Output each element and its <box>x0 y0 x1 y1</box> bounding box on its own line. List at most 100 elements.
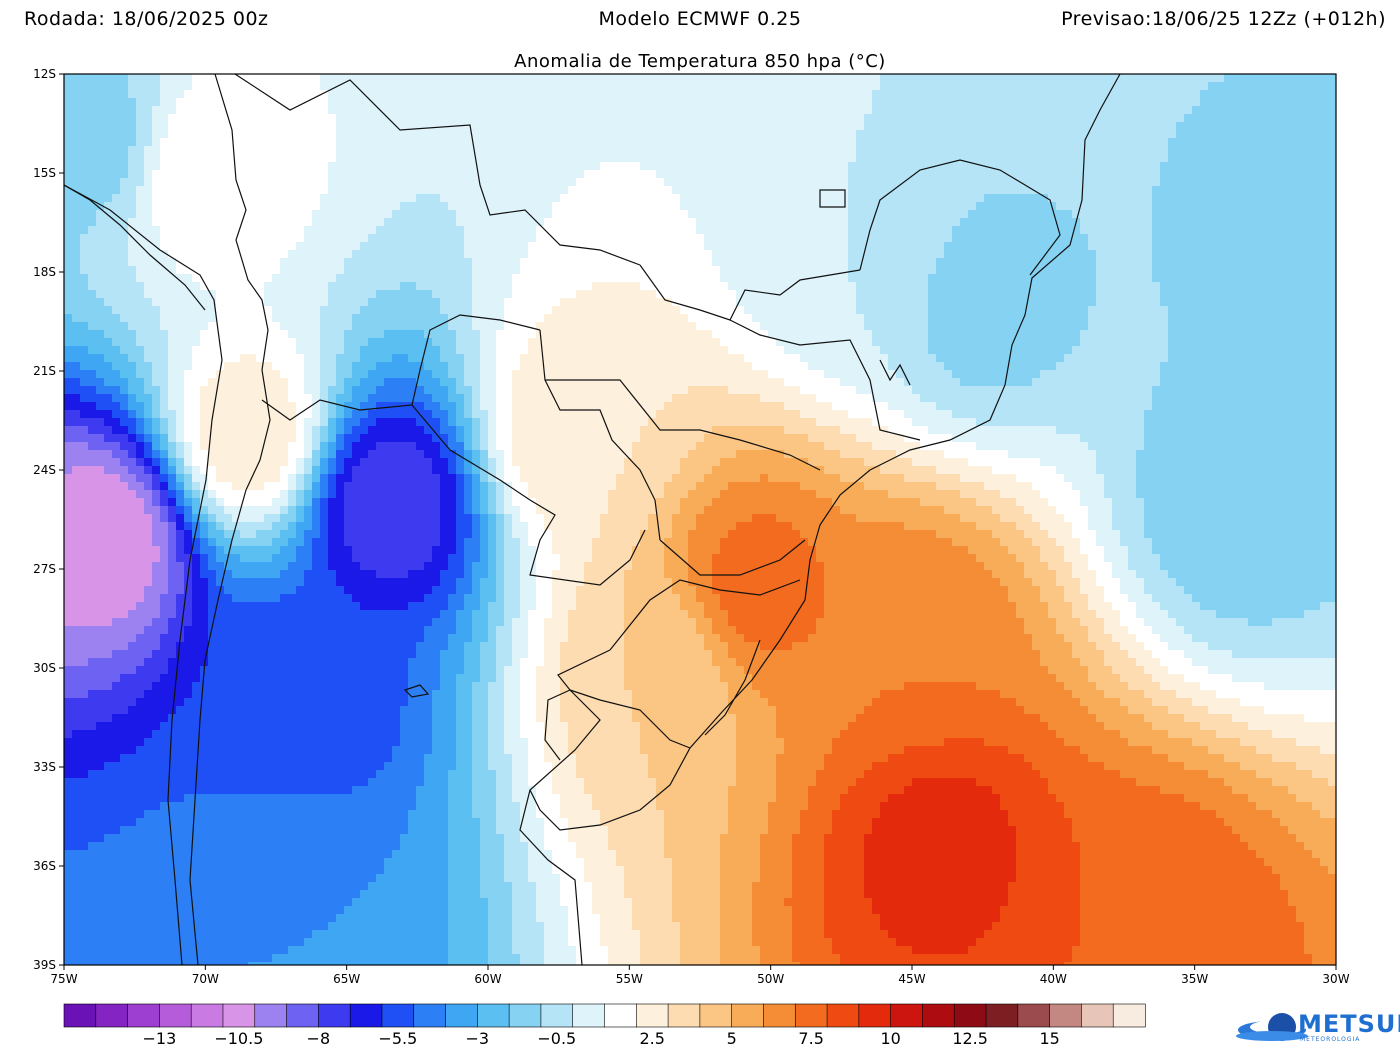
field-cell <box>1328 122 1337 131</box>
field-cell <box>1272 146 1281 155</box>
field-cell <box>576 74 585 83</box>
field-cell <box>376 154 385 163</box>
field-cell <box>584 114 593 123</box>
field-cell <box>360 114 369 123</box>
field-cell <box>448 106 457 115</box>
field-cell <box>192 98 201 107</box>
field-cell <box>104 106 113 115</box>
field-cell <box>136 82 145 91</box>
field-cell <box>88 170 97 179</box>
field-cell <box>536 106 545 115</box>
field-cell <box>360 162 369 171</box>
field-cell <box>704 130 713 139</box>
field-cell <box>672 98 681 107</box>
field-cell <box>952 106 961 115</box>
field-cell <box>1000 154 1009 163</box>
field-cell <box>648 74 657 83</box>
field-cell <box>232 98 241 107</box>
field-cell <box>1312 146 1321 155</box>
field-cell <box>1152 90 1161 99</box>
field-cell <box>992 114 1001 123</box>
field-cell <box>432 90 441 99</box>
field-cell <box>536 138 545 147</box>
field-cell <box>256 114 265 123</box>
field-cell <box>288 122 297 131</box>
field-cell <box>1208 170 1217 179</box>
field-cell <box>992 170 1001 179</box>
field-cell <box>848 130 857 139</box>
field-cell <box>352 162 361 171</box>
field-cell <box>1080 74 1089 83</box>
field-cell <box>432 98 441 107</box>
field-cell <box>592 82 601 91</box>
field-cell <box>960 146 969 155</box>
field-cell <box>264 98 273 107</box>
field-cell <box>632 90 641 99</box>
field-cell <box>784 98 793 107</box>
field-cell <box>792 122 801 131</box>
field-cell <box>520 114 529 123</box>
field-cell <box>688 170 697 179</box>
field-cell <box>656 162 665 171</box>
field-cell <box>768 74 777 83</box>
field-cell <box>656 138 665 147</box>
field-cell <box>272 74 281 83</box>
field-cell <box>136 178 145 187</box>
field-cell <box>1176 90 1185 99</box>
field-cell <box>1328 162 1337 171</box>
field-cell <box>696 122 705 131</box>
field-cell <box>96 138 105 147</box>
field-cell <box>128 74 137 83</box>
field-cell <box>1168 138 1177 147</box>
field-cell <box>1224 138 1233 147</box>
field-cell <box>952 170 961 179</box>
field-cell <box>88 162 97 171</box>
field-cell <box>88 122 97 131</box>
field-cell <box>560 122 569 131</box>
field-cell <box>816 106 825 115</box>
field-cell <box>424 90 433 99</box>
field-cell <box>1296 90 1305 99</box>
field-cell <box>1208 90 1217 99</box>
field-cell <box>776 138 785 147</box>
field-cell <box>88 74 97 83</box>
field-cell <box>480 154 489 163</box>
field-cell <box>1064 122 1073 131</box>
field-cell <box>64 122 73 131</box>
field-cell <box>232 154 241 163</box>
field-cell <box>384 178 393 187</box>
field-cell <box>1168 130 1177 139</box>
field-cell <box>144 146 153 155</box>
field-cell <box>1256 162 1265 171</box>
field-cell <box>400 170 409 179</box>
field-cell <box>1272 162 1281 171</box>
field-cell <box>1072 114 1081 123</box>
field-cell <box>856 74 865 83</box>
field-cell <box>880 98 889 107</box>
field-cell <box>1264 106 1273 115</box>
field-cell <box>312 82 321 91</box>
field-cell <box>744 82 753 91</box>
field-cell <box>192 154 201 163</box>
field-cell <box>296 154 305 163</box>
field-cell <box>584 162 593 171</box>
field-cell <box>640 178 649 187</box>
field-cell <box>1184 114 1193 123</box>
field-cell <box>104 90 113 99</box>
field-cell <box>1328 82 1337 91</box>
field-cell <box>1152 106 1161 115</box>
field-cell <box>1000 130 1009 139</box>
field-cell <box>464 154 473 163</box>
field-cell <box>1056 90 1065 99</box>
field-cell <box>720 90 729 99</box>
field-cell <box>688 154 697 163</box>
field-cell <box>616 178 625 187</box>
field-cell <box>248 138 257 147</box>
field-cell <box>1224 122 1233 131</box>
field-cell <box>592 154 601 163</box>
field-cell <box>656 130 665 139</box>
field-cell <box>664 82 673 91</box>
field-cell <box>816 154 825 163</box>
field-cell <box>976 138 985 147</box>
field-cell <box>1264 170 1273 179</box>
